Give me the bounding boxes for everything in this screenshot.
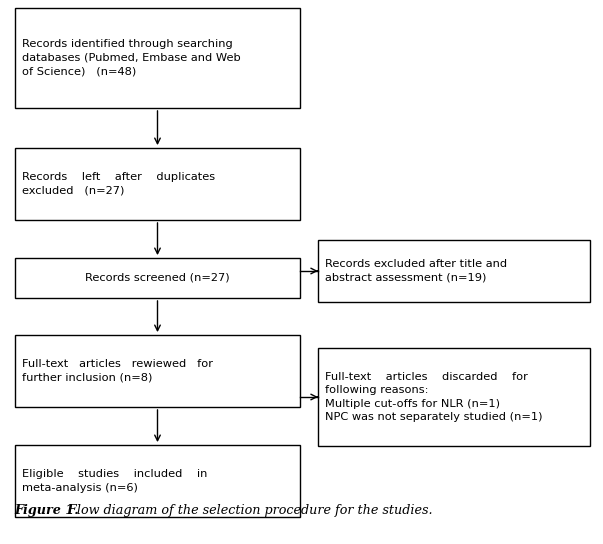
Bar xyxy=(15,148,300,220)
Text: Figure 1.: Figure 1. xyxy=(14,504,79,517)
Text: Full-text   articles   rewiewed   for
further inclusion (n=8): Full-text articles rewiewed for further … xyxy=(22,359,213,383)
Bar xyxy=(15,335,300,407)
Bar xyxy=(15,8,300,108)
Bar xyxy=(15,445,300,517)
Text: Full-text    articles    discarded    for
following reasons:
Multiple cut-offs f: Full-text articles discarded for followi… xyxy=(325,372,543,422)
Bar xyxy=(318,348,590,446)
Text: Records    left    after    duplicates
excluded   (n=27): Records left after duplicates excluded (… xyxy=(22,172,215,196)
Text: Records screened (n=27): Records screened (n=27) xyxy=(85,273,230,283)
Text: Flow diagram of the selection procedure for the studies.: Flow diagram of the selection procedure … xyxy=(65,504,433,517)
Bar xyxy=(318,240,590,302)
Text: Eligible    studies    included    in
meta-analysis (n=6): Eligible studies included in meta-analys… xyxy=(22,469,207,493)
Text: Records excluded after title and
abstract assessment (n=19): Records excluded after title and abstrac… xyxy=(325,259,507,283)
Text: Records identified through searching
databases (Pubmed, Embase and Web
of Scienc: Records identified through searching dat… xyxy=(22,39,241,77)
Bar xyxy=(15,258,300,298)
